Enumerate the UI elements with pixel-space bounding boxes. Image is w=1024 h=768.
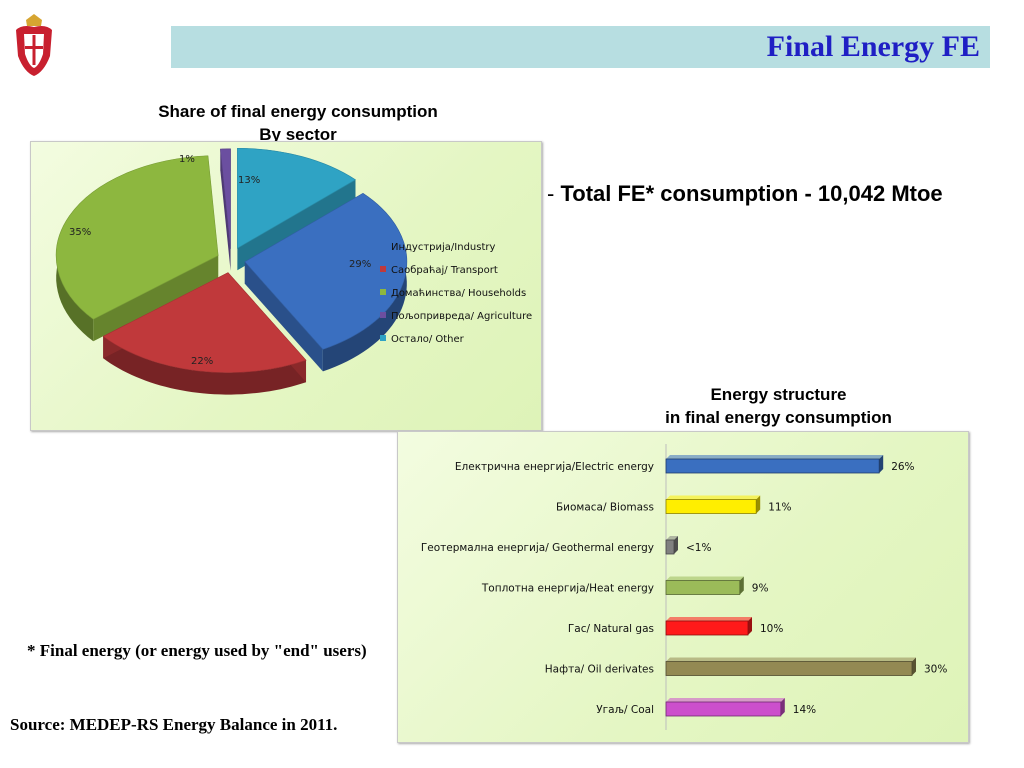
footnote-star: * F <box>27 641 51 660</box>
bar-side <box>739 576 744 595</box>
bar-top <box>666 657 916 662</box>
legend-swatch <box>380 335 386 341</box>
pie-slice-2 <box>102 272 307 395</box>
pie-slice-top <box>102 272 307 373</box>
bar-value-label: 10% <box>760 623 783 635</box>
legend-entry: Пољопривреда/ Agriculture <box>391 311 532 322</box>
bar-category-label: Геотермална енергија/ Geothermal energy <box>421 542 654 554</box>
page-title: Final Energy FE <box>766 30 980 63</box>
bar-row: Биомаса/ Biomass 11% <box>556 495 792 514</box>
source-note: Source: MEDEP-RS Energy Balance in 2011. <box>10 715 338 734</box>
pie-data-label: 22% <box>191 356 213 367</box>
bar <box>665 499 757 514</box>
bar-category-label: Биомаса/ Biomass <box>556 502 654 514</box>
bar-value-label: 9% <box>752 583 769 595</box>
legend-entry: Домаћинства/ Households <box>391 287 526 299</box>
pie-slice-top <box>55 155 219 320</box>
bar-row: Топлотна енергија/Heat energy 9% <box>481 576 769 595</box>
bar-value-label: 26% <box>891 461 914 473</box>
bar <box>665 580 741 595</box>
footnote-text: inal energy (or energy used by "end" use… <box>50 641 367 660</box>
legend-swatch <box>380 312 386 318</box>
pie-data-label: 29% <box>349 259 371 270</box>
pie-slices <box>55 147 408 395</box>
bar-row: Угаљ/ Coal 14% <box>596 698 816 717</box>
pie-slice-5 <box>237 147 357 271</box>
pie-slice-wall <box>220 149 231 271</box>
bar-side <box>780 698 785 716</box>
bar-category-label: Електрична енергија/Electric energy <box>455 461 654 473</box>
pie-slice-wall <box>93 255 219 342</box>
bar-side <box>748 617 752 635</box>
bar-value-label: 11% <box>768 502 791 514</box>
pie-chart: 29% 22% 35% 1% 13% Индустрија/Industry Саобраћ… <box>55 147 532 395</box>
bar-chart-panel: Електрична енергија/Electric energy 26% Би… <box>397 431 969 743</box>
pie-data-label: 13% <box>238 175 260 186</box>
total-consumption-text: Total FE* consumption - 10,042 Mtoe <box>560 181 943 206</box>
pie-slice-wall <box>237 179 356 271</box>
pie-chart-panel: 29% 22% 35% 1% 13% Индустрија/Industry Саобраћ… <box>30 141 542 431</box>
legend-entry: Остало/ Other <box>391 334 465 345</box>
bar-row: Електрична енергија/Electric energy 26% <box>455 455 915 474</box>
bar-row: Нафта/ Oil derivates 30% <box>545 657 947 676</box>
legend-swatch <box>380 243 386 249</box>
bar-value-label: 30% <box>924 664 947 676</box>
bar-value-label: 14% <box>793 704 816 716</box>
bar-top <box>666 576 744 581</box>
total-dash: - <box>547 181 555 206</box>
legend-swatch <box>380 289 386 295</box>
bar-row: Гас/ Natural gas 10% <box>568 617 783 636</box>
bar-chart-title-line1: Energy structure <box>710 385 847 404</box>
title-bar: Final Energy FE <box>171 26 990 68</box>
bar-side <box>756 495 761 514</box>
pie-chart-title-line2: By sector <box>259 125 337 144</box>
pie-slice-wall <box>244 261 323 372</box>
legend-entry: Саобраћај/ Transport <box>391 264 498 276</box>
bar-category-label: Угаљ/ Coal <box>596 704 654 716</box>
pie-slice-top <box>237 147 357 249</box>
pie-slice-4 <box>220 148 231 271</box>
bar <box>665 620 749 636</box>
pie-slice-side <box>322 193 407 372</box>
pie-slice-1 <box>244 192 408 372</box>
serbia-coat-of-arms-logo <box>16 14 52 76</box>
bar-category-label: Гас/ Natural gas <box>568 623 654 635</box>
total-consumption-line: - Total FE* consumption - 10,042 Mtoe <box>547 181 943 207</box>
bar-top <box>666 495 761 500</box>
bar <box>665 539 675 555</box>
bar <box>665 458 880 474</box>
footnote: * Final energy (or energy used by "end" … <box>27 639 377 663</box>
pie-chart-title-line1: Share of final energy consumption <box>158 102 438 121</box>
legend-entry: Индустрија/Industry <box>391 241 496 253</box>
bar-chart-title: Energy structure in final energy consump… <box>626 383 931 429</box>
bar-side <box>912 657 916 676</box>
bar-category-label: Топлотна енергија/Heat energy <box>481 583 654 595</box>
legend-swatch <box>380 266 386 272</box>
pie-data-label: 35% <box>69 227 91 238</box>
pie-slice-side <box>103 336 306 395</box>
bar-top <box>666 617 752 621</box>
bar-top <box>666 455 884 459</box>
bar-category-label: Нафта/ Oil derivates <box>545 664 654 676</box>
pie-slice-top <box>220 148 231 249</box>
bar-chart-title-line2: in final energy consumption <box>665 408 892 427</box>
bar-chart: Електрична енергија/Electric energy 26% Би… <box>421 444 947 730</box>
bar-row: Геотермална енергија/ Geothermal energy <… <box>421 536 711 555</box>
pie-chart-title: Share of final energy consumption By sec… <box>120 100 476 146</box>
bar-value-label: <1% <box>686 542 711 554</box>
pie-slice-3 <box>55 155 219 342</box>
bar-top <box>666 698 785 702</box>
bar <box>665 701 782 717</box>
bar-side <box>674 536 678 554</box>
pie-slice-top <box>244 192 408 350</box>
bar <box>665 661 913 676</box>
pie-data-label: 1% <box>179 154 195 165</box>
bar-side <box>879 455 884 473</box>
